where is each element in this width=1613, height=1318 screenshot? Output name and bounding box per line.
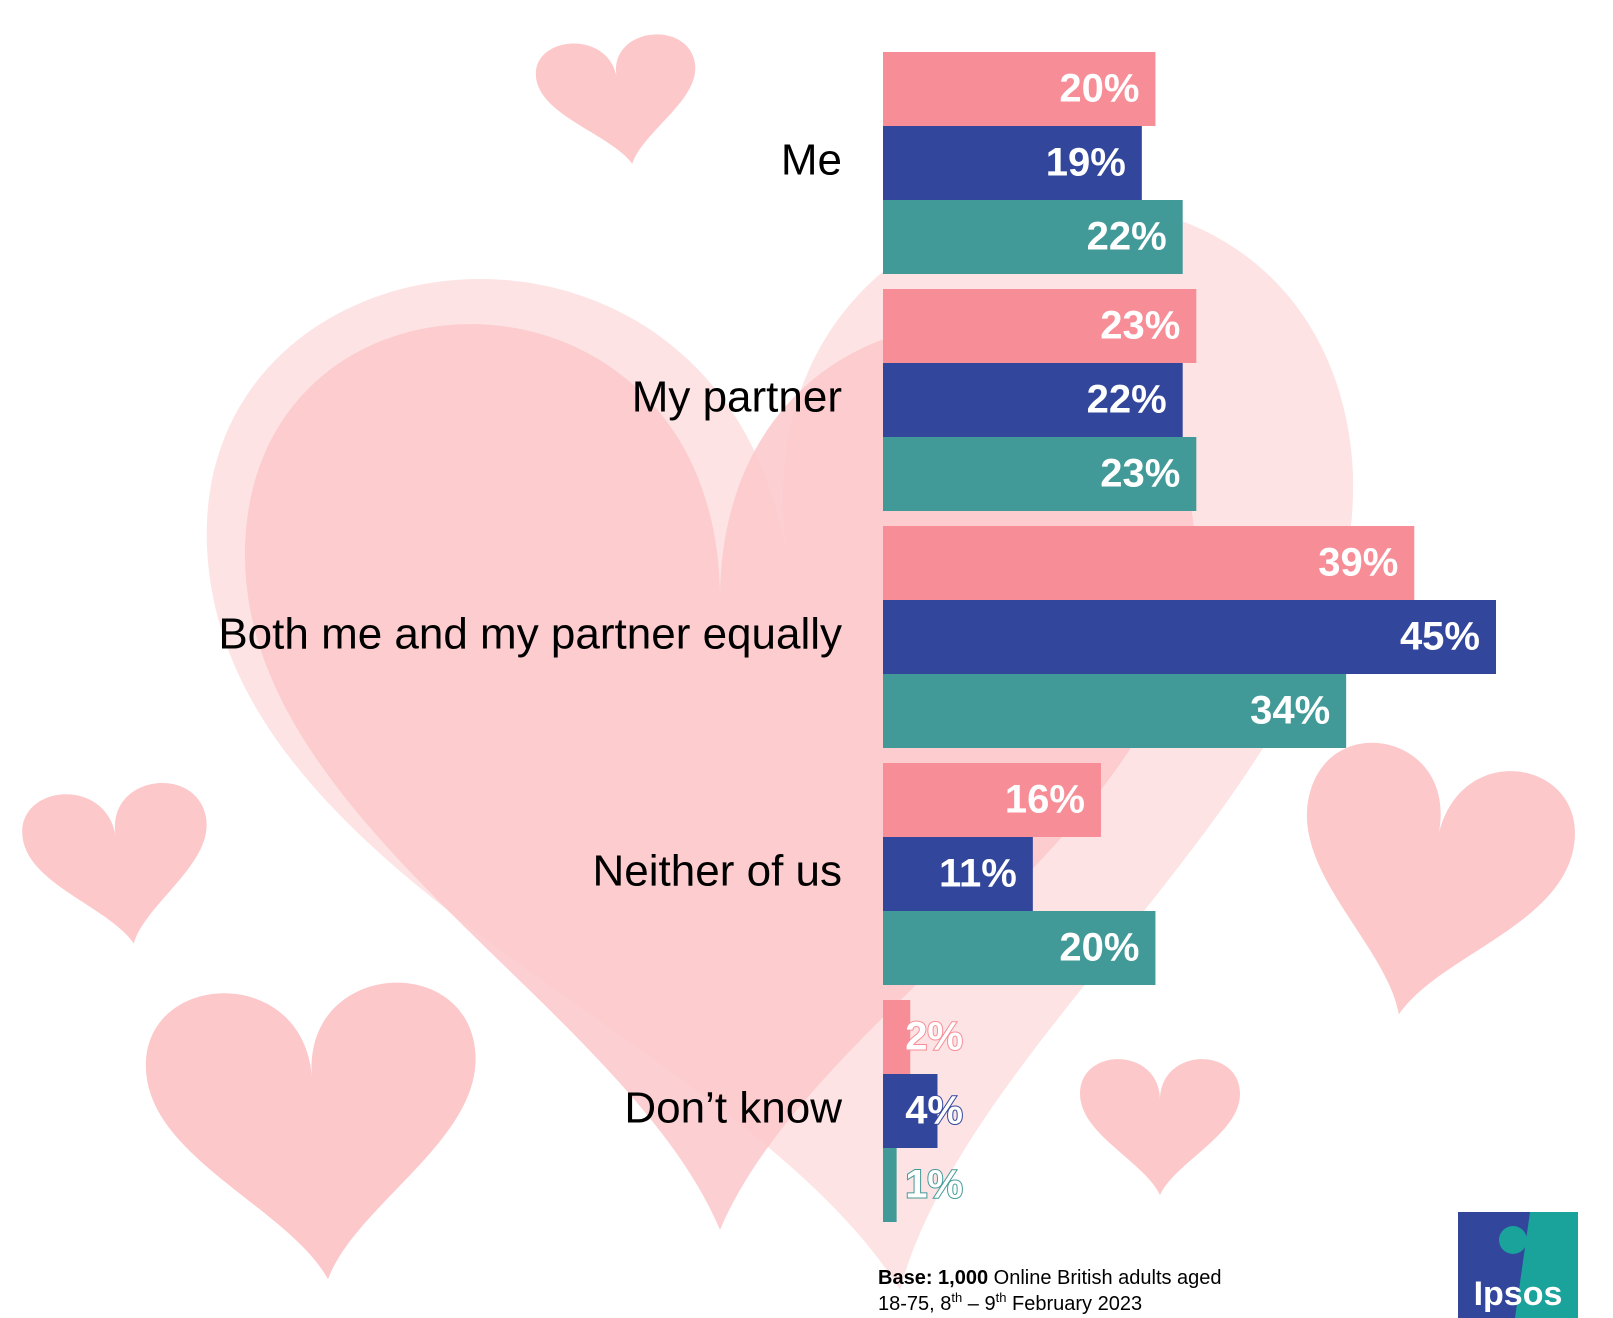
value-label: 20%: [1059, 67, 1139, 111]
value-label: 11%: [939, 852, 1017, 896]
bar: [883, 1148, 897, 1222]
value-label: 23%: [1100, 304, 1180, 348]
value-label: 4%: [905, 1089, 963, 1133]
chart: Me 20% 19% 22% My partner 23% 22% 23% Both me an…: [0, 0, 1613, 1318]
footnote-part: th: [996, 1290, 1007, 1305]
category-label: My partner: [632, 373, 842, 422]
value-label: 2%: [905, 1015, 963, 1059]
logo-text: Ipsos: [1474, 1275, 1563, 1313]
value-label: 23%: [1100, 452, 1180, 496]
value-label: 22%: [1087, 378, 1167, 422]
value-label: 39%: [1318, 541, 1398, 585]
category-label: Don’t know: [624, 1084, 842, 1133]
value-label: 45%: [1400, 615, 1480, 659]
footnote-part: Base: 1,000: [878, 1267, 988, 1289]
footnote: Base: 1,000 Online British adults aged: [878, 1267, 1222, 1289]
footnote-part: – 9: [962, 1293, 995, 1315]
value-label: 19%: [1046, 141, 1126, 185]
footnote: 18-75, 8th – 9th February 2023: [878, 1290, 1142, 1315]
category-label: Neither of us: [593, 847, 842, 896]
footnote-part: Online British adults aged: [988, 1267, 1221, 1289]
category-label: Me: [781, 136, 842, 185]
value-label: 16%: [1005, 778, 1085, 822]
value-label: 34%: [1250, 689, 1330, 733]
value-label: 22%: [1087, 215, 1167, 259]
logo: Ipsos: [1458, 1212, 1578, 1318]
value-label: 1%: [905, 1163, 963, 1207]
page: Me 20% 19% 22% My partner 23% 22% 23% Both me an…: [0, 0, 1613, 1318]
category-label: Both me and my partner equally: [218, 610, 842, 659]
footnote-part: 18-75, 8: [878, 1293, 951, 1315]
value-label: 20%: [1059, 926, 1139, 970]
footnote-part: th: [951, 1290, 962, 1305]
footnote-part: February 2023: [1006, 1293, 1142, 1315]
